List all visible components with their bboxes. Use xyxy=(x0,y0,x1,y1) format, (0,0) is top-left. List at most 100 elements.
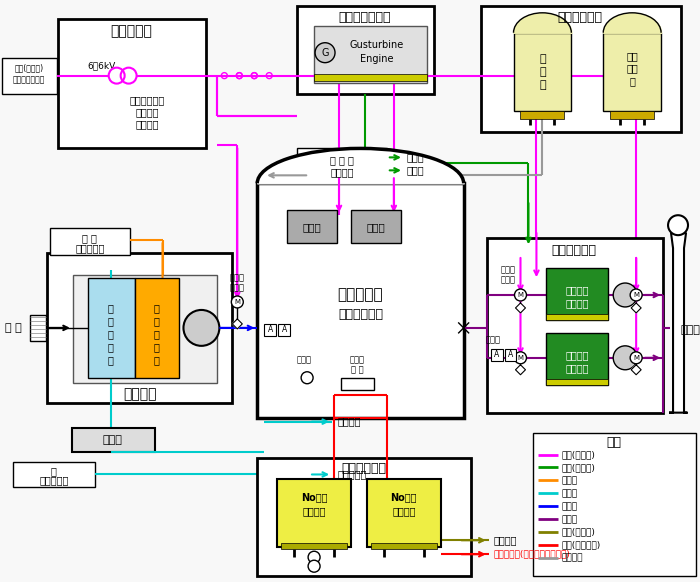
Circle shape xyxy=(315,42,335,63)
Bar xyxy=(533,432,696,576)
Text: 排水(ホット系): 排水(ホット系) xyxy=(561,541,601,550)
Bar xyxy=(13,462,94,488)
Text: 電灯盤: 電灯盤 xyxy=(302,222,321,232)
Text: A: A xyxy=(494,350,499,359)
Text: 機: 機 xyxy=(629,77,635,87)
Text: Engine: Engine xyxy=(360,54,393,63)
Bar xyxy=(50,228,130,255)
Text: フィルタ: フィルタ xyxy=(566,350,589,360)
Text: 気: 気 xyxy=(153,316,160,326)
Bar xyxy=(505,349,517,361)
Polygon shape xyxy=(232,319,242,329)
Text: イ: イ xyxy=(108,342,113,352)
Bar xyxy=(277,480,351,547)
Circle shape xyxy=(668,215,688,235)
Polygon shape xyxy=(670,233,687,413)
Text: Gusturbine: Gusturbine xyxy=(350,40,404,49)
Circle shape xyxy=(630,352,642,364)
Text: 電気(非常系): 電気(非常系) xyxy=(561,463,595,472)
Text: 隔離弁: 隔離弁 xyxy=(486,335,501,345)
Text: 動力系: 動力系 xyxy=(407,152,424,162)
Bar xyxy=(30,315,46,341)
Bar xyxy=(2,58,57,94)
Text: 流 し: 流 し xyxy=(351,365,363,374)
Bar xyxy=(371,543,437,549)
Bar xyxy=(314,26,427,83)
Bar xyxy=(486,238,663,413)
Text: 計測系: 計測系 xyxy=(407,165,424,175)
Text: ユニット: ユニット xyxy=(566,363,589,373)
Text: A: A xyxy=(267,325,273,335)
Text: 水: 水 xyxy=(108,316,113,326)
Text: 電気(廃用系): 電気(廃用系) xyxy=(561,450,595,459)
Bar xyxy=(314,74,427,81)
Text: 給気系: 給気系 xyxy=(561,502,577,511)
Text: M: M xyxy=(517,355,524,361)
Text: 実験用: 実験用 xyxy=(349,355,365,364)
Bar xyxy=(547,379,608,385)
Bar xyxy=(351,210,401,243)
Polygon shape xyxy=(631,365,641,375)
Circle shape xyxy=(301,372,313,384)
Text: A: A xyxy=(281,325,287,335)
Bar xyxy=(58,19,206,148)
Text: 気体廃棄設備: 気体廃棄設備 xyxy=(552,244,597,257)
Text: 電気(廠用系): 電気(廠用系) xyxy=(15,63,43,72)
Text: 空気: 空気 xyxy=(626,51,638,61)
Bar xyxy=(72,428,155,452)
Bar xyxy=(287,210,337,243)
Bar xyxy=(264,324,276,336)
Text: 原子炉建家: 原子炉建家 xyxy=(337,288,384,303)
Text: 一般排水: 一般排水 xyxy=(494,535,517,545)
Text: 実験盤: 実験盤 xyxy=(367,222,385,232)
Bar xyxy=(481,6,681,133)
Text: １００Ｖ: １００Ｖ xyxy=(136,119,160,129)
Text: 空気圧縮設備: 空気圧縮設備 xyxy=(558,11,603,24)
Bar xyxy=(281,543,347,549)
Text: コ: コ xyxy=(153,329,160,339)
Text: 商用４００Ｖ: 商用４００Ｖ xyxy=(130,95,165,105)
Text: 排気系: 排気系 xyxy=(561,515,577,524)
Text: 譒気系: 譒気系 xyxy=(561,476,577,485)
Text: M: M xyxy=(234,299,240,305)
Text: 二次冷却塔: 二次冷却塔 xyxy=(337,470,366,480)
Text: 水: 水 xyxy=(51,467,57,477)
Polygon shape xyxy=(515,365,526,375)
Bar xyxy=(547,268,608,320)
Bar xyxy=(603,33,661,111)
Circle shape xyxy=(231,296,244,308)
Bar xyxy=(258,183,463,418)
Text: 廃液貯槽: 廃液貯槽 xyxy=(302,506,326,516)
Circle shape xyxy=(630,289,642,301)
Text: ダンパ: ダンパ xyxy=(230,283,245,293)
Text: A: A xyxy=(508,350,513,359)
Bar xyxy=(297,6,434,94)
Text: No．１: No．１ xyxy=(301,492,328,502)
Text: 圧縮: 圧縮 xyxy=(626,63,638,74)
Text: 冷凍機: 冷凍機 xyxy=(103,435,122,445)
Text: M: M xyxy=(634,292,639,298)
Text: 水　系: 水 系 xyxy=(561,489,577,498)
Bar xyxy=(521,111,564,119)
Text: 無 停 電: 無 停 電 xyxy=(330,155,354,165)
Circle shape xyxy=(308,560,320,572)
Bar xyxy=(134,278,179,378)
Circle shape xyxy=(613,283,637,307)
Bar xyxy=(47,253,232,403)
Text: 電源装置: 電源装置 xyxy=(330,168,354,178)
Bar xyxy=(547,333,608,385)
Text: 6．6kV: 6．6kV xyxy=(88,61,116,70)
Text: ユニット: ユニット xyxy=(566,298,589,308)
Text: 冷: 冷 xyxy=(108,303,113,313)
Text: 液体廃棄設備: 液体廃棄設備 xyxy=(342,462,386,475)
Text: ル: ル xyxy=(153,355,160,365)
Bar xyxy=(547,314,608,320)
Text: フィルタ: フィルタ xyxy=(566,285,589,295)
Bar xyxy=(258,457,470,576)
Text: No．２: No．２ xyxy=(391,492,417,502)
Bar xyxy=(88,278,134,378)
Text: ボイラより: ボイラより xyxy=(75,243,104,253)
Text: イ: イ xyxy=(153,342,160,352)
Circle shape xyxy=(514,289,526,301)
Text: 排水(一般系): 排水(一般系) xyxy=(561,528,595,537)
